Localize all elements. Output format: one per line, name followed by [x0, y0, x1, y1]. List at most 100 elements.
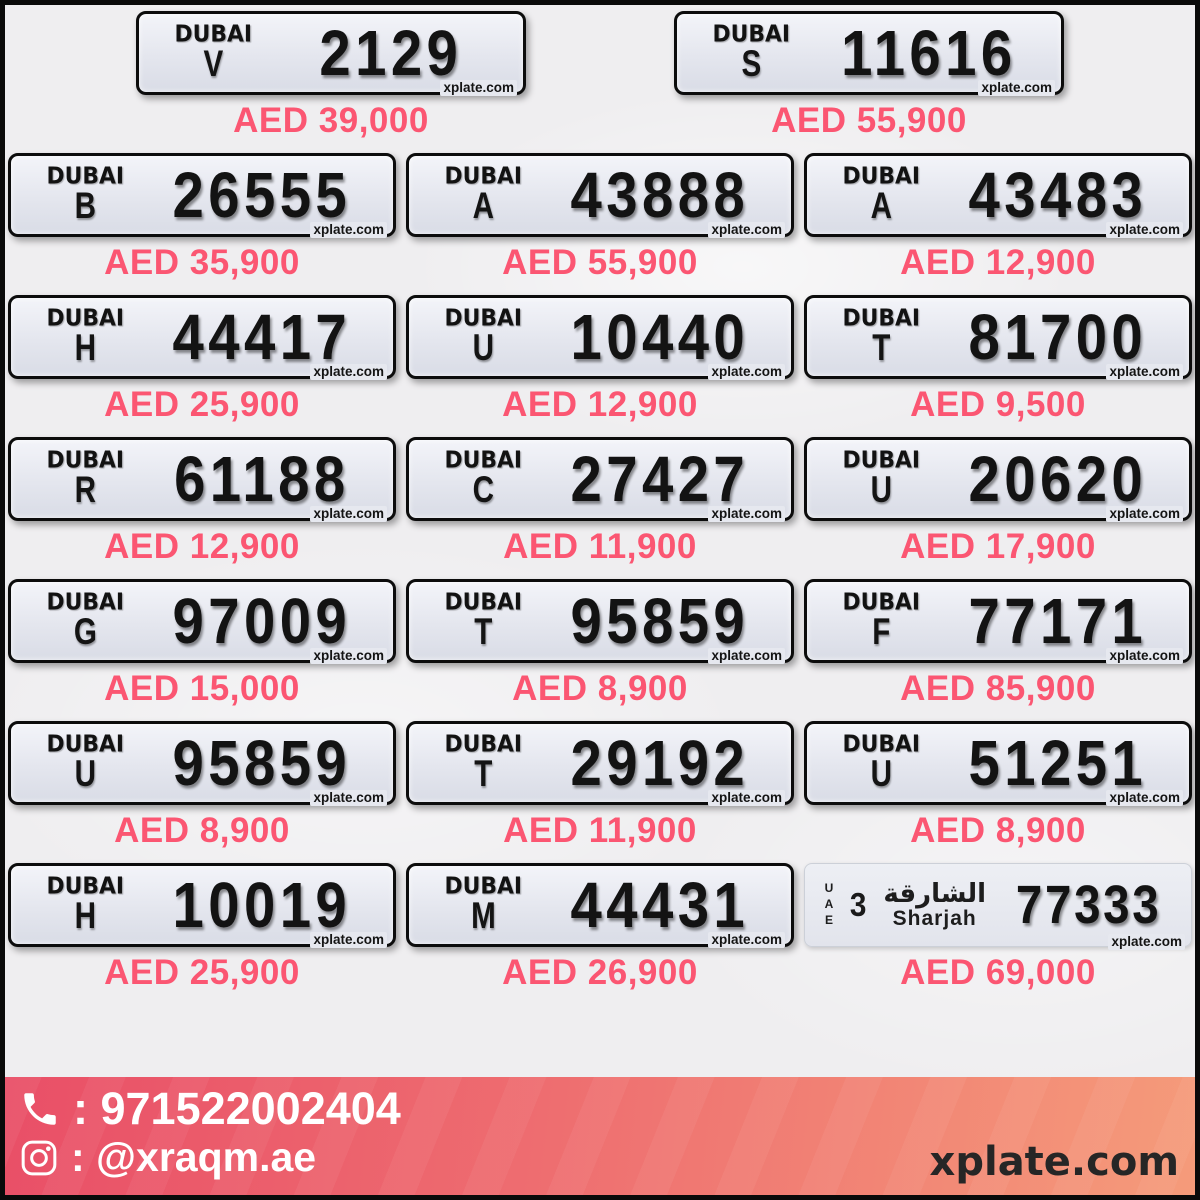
dubai-logo: DUBAI — [712, 21, 790, 48]
license-plate-dubai: DUBAI F 77171 xplate.com — [804, 579, 1192, 664]
plate-left-block: DUBAI S — [677, 21, 809, 85]
license-plate-dubai: DUBAI H 10019 xplate.com — [8, 863, 396, 948]
price-label: AED 55,900 — [771, 101, 967, 140]
sharjah-name-block: الشارقة Sharjah — [883, 881, 986, 929]
plate-number: 81700 — [968, 301, 1148, 373]
plate-number: 2129 — [319, 17, 463, 89]
plate-left-block: DUBAI A — [409, 163, 541, 227]
license-plate-sharjah: UAE 3 الشارقة Sharjah 77333 xplate.com — [804, 863, 1192, 950]
plate-listing: DUBAI U 10440 xplate.com AED 12,900 — [406, 295, 794, 425]
plate-number: 26555 — [172, 159, 352, 231]
plate-listing: DUBAI T 95859 xplate.com AED 8,900 — [406, 579, 794, 709]
plate-left-block: DUBAI T — [807, 305, 939, 366]
plate-number: 43888 — [570, 159, 750, 231]
dubai-logo: DUBAI — [444, 163, 522, 190]
dubai-logo: DUBAI — [842, 447, 920, 474]
plate-listing: DUBAI U 20620 xplate.com AED 17,900 — [804, 437, 1192, 567]
plate-left-block: DUBAI U — [409, 305, 541, 369]
plate-listing: DUBAI H 10019 xplate.com AED 25,900 — [8, 863, 396, 993]
plate-listing: DUBAI C 27427 xplate.com AED 11,900 — [406, 437, 794, 567]
plate-letter: S — [741, 43, 761, 85]
dubai-logo: DUBAI — [842, 589, 920, 616]
xplate-watermark: xplate.com — [708, 222, 785, 238]
dubai-logo: DUBAI — [46, 305, 124, 332]
plate-row: DUBAI U 95859 xplate.com AED 8,900 DUBAI… — [8, 721, 1192, 851]
license-plate-dubai: DUBAI U 10440 xplate.com — [406, 295, 794, 380]
dubai-logo: DUBAI — [46, 731, 124, 758]
plate-listing: DUBAI U 95859 xplate.com AED 8,900 — [8, 721, 396, 851]
price-label: AED 8,900 — [114, 811, 290, 850]
xplate-watermark: xplate.com — [310, 648, 387, 664]
plate-left-block: DUBAI H — [11, 875, 143, 937]
plate-number: 61188 — [174, 443, 350, 515]
plate-number: 29192 — [570, 727, 750, 799]
plate-letter: U — [472, 327, 494, 369]
footer: : 971522002404 : @xraqm.ae xplate.com — [5, 1077, 1195, 1195]
plate-letter: C — [472, 469, 494, 511]
dubai-logo: DUBAI — [174, 21, 252, 48]
plate-letter: M — [470, 895, 496, 937]
price-label: AED 85,900 — [900, 669, 1096, 708]
plate-letter: R — [74, 469, 96, 511]
plate-letter: B — [74, 185, 96, 227]
plate-number: 95859 — [570, 585, 750, 657]
license-plate-dubai: DUBAI R 61188 xplate.com — [8, 437, 396, 522]
xplate-watermark: xplate.com — [1106, 648, 1183, 664]
license-plate-dubai: DUBAI A 43888 xplate.com — [406, 153, 794, 238]
plate-number: 44417 — [172, 301, 352, 373]
phone-contact: : 971522002404 — [19, 1085, 1179, 1132]
xplate-watermark: xplate.com — [1106, 222, 1183, 238]
xplate-watermark: xplate.com — [310, 222, 387, 238]
xplate-watermark: xplate.com — [440, 80, 517, 96]
plate-listing: DUBAI G 97009 xplate.com AED 15,000 — [8, 579, 396, 709]
license-plate-dubai: DUBAI T 95859 xplate.com — [406, 579, 794, 664]
plate-letter: H — [74, 895, 96, 937]
plate-letter: F — [871, 611, 891, 653]
plate-row: DUBAI H 44417 xplate.com AED 25,900 DUBA… — [8, 295, 1192, 425]
xplate-watermark: xplate.com — [708, 648, 785, 664]
plate-number: 95859 — [172, 727, 352, 799]
plate-left-block: DUBAI T — [409, 591, 541, 650]
plate-letter: U — [870, 753, 892, 795]
sharjah-arabic-label: الشارقة — [883, 879, 987, 910]
instagram-handle: : @xraqm.ae — [71, 1134, 317, 1181]
plate-board: DUBAI V 2129 xplate.com AED 39,000 DUBAI… — [5, 5, 1195, 993]
plate-listing: DUBAI V 2129 xplate.com AED 39,000 — [136, 11, 526, 141]
plate-listing: DUBAI A 43888 xplate.com AED 55,900 — [406, 153, 794, 283]
price-label: AED 25,900 — [104, 385, 300, 424]
license-plate-dubai: DUBAI H 44417 xplate.com — [8, 295, 396, 380]
plate-listing: DUBAI U 51251 xplate.com AED 8,900 — [804, 721, 1192, 851]
price-label: AED 55,900 — [502, 243, 698, 282]
plate-letter: T — [473, 753, 493, 795]
plate-left-block: DUBAI T — [409, 733, 541, 795]
license-plate-dubai: DUBAI A 43483 xplate.com — [804, 153, 1192, 238]
plate-left-block: DUBAI G — [11, 591, 143, 650]
price-label: AED 12,900 — [104, 527, 300, 566]
license-plate-dubai: DUBAI M 44431 xplate.com — [406, 863, 794, 948]
uae-vertical-label: UAE — [822, 881, 836, 929]
dubai-logo: DUBAI — [842, 731, 920, 758]
xplate-watermark: xplate.com — [708, 932, 785, 948]
plate-left-block: DUBAI M — [409, 875, 541, 937]
dubai-logo: DUBAI — [842, 163, 920, 190]
price-label: AED 11,900 — [503, 811, 697, 850]
price-label: AED 25,900 — [104, 953, 300, 992]
dubai-logo: DUBAI — [444, 305, 522, 332]
license-plate-dubai: DUBAI G 97009 xplate.com — [8, 579, 396, 664]
price-label: AED 15,000 — [104, 669, 300, 708]
license-plate-dubai: DUBAI C 27427 xplate.com — [406, 437, 794, 522]
dubai-logo: DUBAI — [842, 305, 920, 332]
plate-number: 51251 — [968, 727, 1148, 799]
xplate-watermark: xplate.com — [310, 364, 387, 380]
plate-listing: DUBAI A 43483 xplate.com AED 12,900 — [804, 153, 1192, 283]
dubai-logo: DUBAI — [444, 447, 522, 474]
license-plate-dubai: DUBAI B 26555 xplate.com — [8, 153, 396, 238]
price-label: AED 8,900 — [910, 811, 1086, 850]
plate-listing: UAE 3 الشارقة Sharjah 77333 xplate.com A… — [804, 863, 1192, 993]
xplate-watermark: xplate.com — [1106, 364, 1183, 380]
plate-letter: A — [472, 185, 494, 227]
plate-row: DUBAI H 10019 xplate.com AED 25,900 DUBA… — [8, 863, 1192, 993]
price-label: AED 17,900 — [900, 527, 1096, 566]
xplate-watermark: xplate.com — [708, 790, 785, 806]
